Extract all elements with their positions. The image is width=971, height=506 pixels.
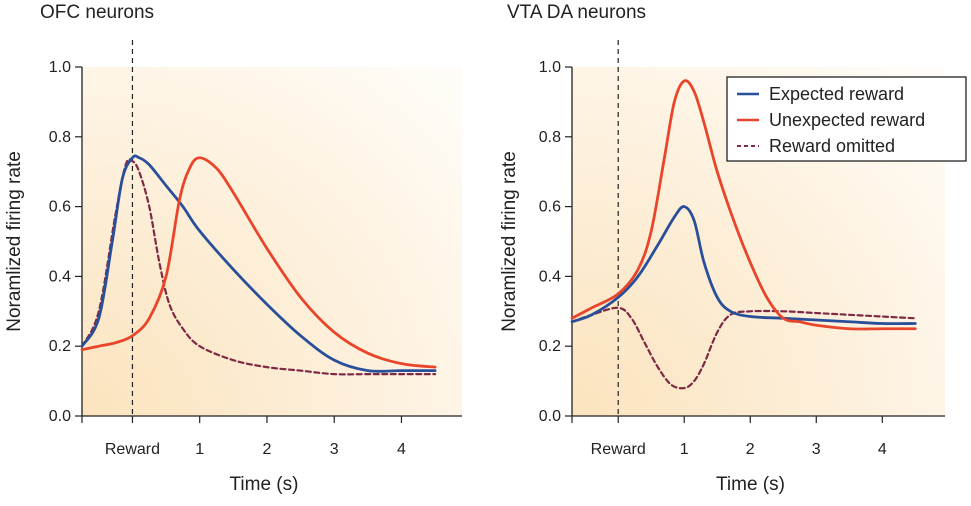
x-tick-label: 3 (330, 441, 339, 458)
series-line-expected-reward (80, 154, 437, 373)
y-axis-label: Noramlized firing rate (499, 151, 520, 332)
x-tick-label: 2 (263, 441, 272, 458)
chart-title-vta: VTA DA neurons (507, 2, 647, 23)
chart-0: 0.0 0.2 0.4 0.6 0.8 1.0 Reward 1 2 3 4 Time (s) Nora… (4, 40, 462, 495)
x-axis-label: Time (s) (230, 474, 299, 495)
y-tick-label: 0.6 (49, 199, 71, 216)
x-tick-label: Reward (591, 441, 646, 458)
chart-title-ofc: OFC neurons (40, 2, 155, 23)
plot-background (82, 67, 462, 416)
series-line-expected-reward (570, 205, 917, 326)
y-tick-label: 0.8 (49, 129, 71, 146)
x-tick-label: 2 (746, 441, 755, 458)
series-line-reward-omitted (570, 306, 917, 390)
y-tick-label: 0.2 (539, 338, 561, 355)
chart-1: 0.0 0.2 0.4 0.6 0.8 1.0 Reward 1 2 3 4 Time (s) Nora… (499, 40, 967, 495)
x-tick-label: 3 (812, 441, 821, 458)
legend-label: Expected reward (769, 84, 904, 104)
legend-label: Unexpected reward (769, 110, 925, 130)
y-tick-label: 0.2 (49, 338, 71, 355)
y-tick-label: 1.0 (539, 59, 561, 76)
y-tick-label: 0.6 (539, 199, 561, 216)
y-tick-label: 0.0 (49, 408, 71, 425)
x-axis-label: Time (s) (716, 474, 785, 495)
y-tick-label: 0.0 (539, 408, 561, 425)
x-tick-label: Reward (105, 441, 160, 458)
y-tick-label: 0.8 (539, 129, 561, 146)
x-tick-label: 4 (878, 441, 887, 458)
y-tick-label: 0.4 (539, 268, 561, 285)
y-tick-label: 0.4 (49, 268, 71, 285)
y-axis-label: Noramlized firing rate (4, 151, 25, 332)
x-tick-label: 1 (680, 441, 689, 458)
x-tick-label: 1 (195, 441, 204, 458)
series-line-unexpected-reward (570, 79, 917, 331)
y-tick-label: 1.0 (49, 59, 71, 76)
series-line-unexpected-reward (80, 156, 437, 369)
x-tick-label: 4 (397, 441, 406, 458)
legend-box (726, 76, 967, 162)
legend-label: Reward omitted (769, 136, 895, 156)
